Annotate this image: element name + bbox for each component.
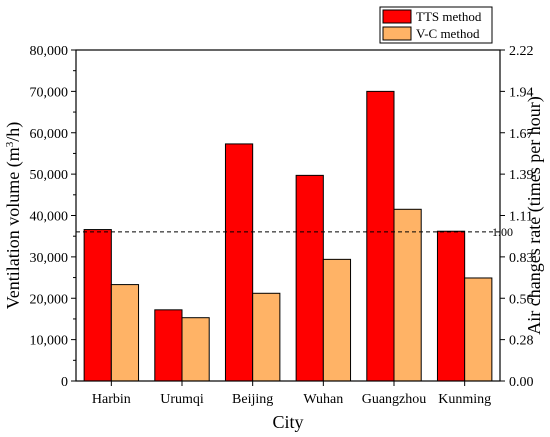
legend: TTS method V-C method (379, 6, 493, 44)
legend-swatch-vc (382, 26, 412, 41)
y-tick-label: 30,000 (30, 251, 69, 266)
y-axis-title-tail: /h) (3, 122, 24, 142)
y2-tick-label: 0.28 (509, 334, 534, 349)
y2-tick-label: 0.56 (509, 292, 534, 307)
bar-tts-harbin (83, 229, 112, 382)
y2-tick-label: 0.00 (509, 375, 534, 390)
x-tick-label: Wuhan (303, 392, 343, 407)
left-axis-ticks: 0 10,000 20,000 30,000 40,000 50,000 60,000 70,… (30, 44, 76, 390)
y-tick-label: 0 (61, 375, 68, 390)
bar-tts-wuhan (295, 174, 324, 382)
y-tick-label: 20,000 (30, 292, 69, 307)
y2-tick-label: 1.94 (509, 85, 534, 100)
bar-vc-harbin (110, 284, 140, 382)
y-tick-label: 10,000 (30, 334, 69, 349)
bar-vc-wuhan (322, 258, 352, 382)
y-tick-label: 70,000 (30, 85, 69, 100)
x-tick-label: Beijing (232, 392, 273, 407)
bar-tts-urumqi (154, 309, 183, 382)
plot-frame (75, 49, 501, 382)
y2-tick-label: 1.39 (509, 168, 534, 183)
y2-tick-label: 1.67 (509, 127, 534, 142)
y-tick-label: 60,000 (30, 127, 69, 142)
bar-tts-guangzhou (366, 90, 395, 382)
bar-tts-kunming (436, 230, 466, 382)
bar-vc-urumqi (181, 317, 210, 382)
y-tick-label: 50,000 (30, 168, 69, 183)
legend-label-tts: TTS method (416, 9, 482, 24)
bar-tts-beijing (224, 143, 254, 382)
y2-tick-label: 1.11 (509, 210, 533, 225)
legend-label-vc: V-C method (416, 26, 480, 41)
y-tick-label: 40,000 (30, 210, 69, 225)
x-tick-label: Guangzhou (362, 392, 427, 407)
plot-border (75, 49, 501, 382)
x-tick-label: Kunming (438, 392, 491, 407)
x-axis-title: City (272, 412, 303, 432)
y2-tick-label: 2.22 (509, 44, 534, 59)
bar-vc-beijing (252, 292, 281, 382)
y-axis-title-main: Ventilation volume (m (3, 147, 24, 309)
y2-axis-title: Air changes rate (times per hour) (524, 96, 545, 334)
reference-line-label: 1.00 (492, 225, 513, 239)
y2-tick-label: 0.83 (509, 251, 534, 266)
bar-vc-guangzhou (393, 208, 422, 382)
x-tick-label: Urumqi (160, 392, 204, 407)
legend-swatch-tts (382, 9, 412, 24)
x-axis-ticks: Harbin Urumqi Beijing Wuhan Guangzhou Kunming (92, 381, 491, 407)
bars-group (83, 90, 493, 382)
y-axis-title: Ventilation volume (m3/h) (3, 122, 24, 309)
bar-vc-kunming (464, 277, 493, 382)
right-axis-ticks: 0.00 0.28 0.56 0.83 1.11 1.39 1.67 1.94 2.22 (500, 44, 534, 390)
x-tick-label: Harbin (92, 392, 131, 407)
y-axis-title-sup: 3 (4, 141, 16, 147)
y-tick-label: 80,000 (30, 44, 69, 59)
